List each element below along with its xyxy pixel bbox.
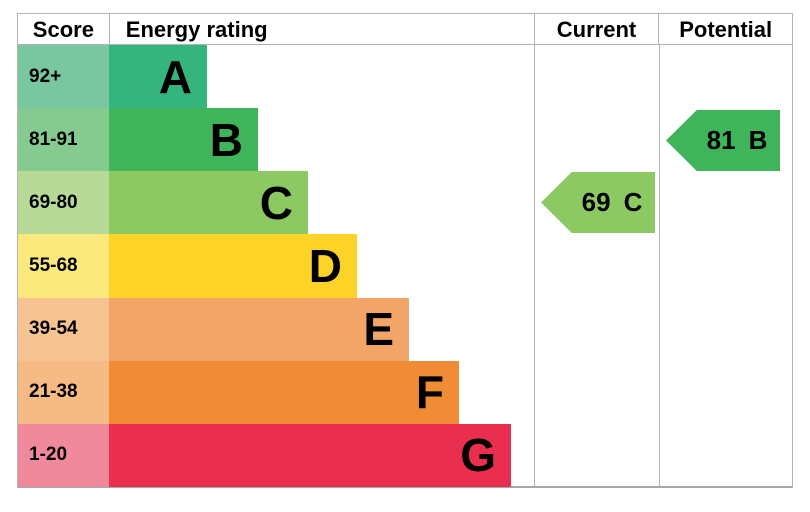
- band-row-d: 55-68 D: [18, 234, 792, 298]
- band-bar: C: [109, 171, 308, 235]
- header-energy-rating: Energy rating: [108, 14, 534, 44]
- band-score-range: 21-38: [18, 360, 109, 424]
- band-row-f: 21-38 F: [18, 360, 792, 424]
- band-score-range: 1-20: [18, 423, 109, 487]
- table-header: Score Energy rating Current Potential: [18, 14, 792, 45]
- potential-rating-arrow: 81 B: [666, 110, 780, 171]
- current-score-value: 69: [581, 187, 611, 217]
- potential-column-divider: [659, 45, 660, 486]
- band-rows: 92+ A 81-91 B 69-80 C 55-68 D 39-54 E 21…: [18, 45, 792, 487]
- header-score: Score: [32, 17, 94, 42]
- band-bar: B: [109, 108, 258, 172]
- band-score-range: 55-68: [18, 234, 109, 298]
- band-score-range: 92+: [18, 45, 109, 109]
- band-bar: E: [109, 297, 409, 361]
- band-row-e: 39-54 E: [18, 297, 792, 361]
- band-score-range: 69-80: [18, 171, 109, 235]
- header-current: Current: [533, 14, 659, 44]
- band-row-c: 69-80 C: [18, 171, 792, 235]
- band-bar: F: [109, 360, 459, 424]
- current-band-letter: C: [623, 187, 643, 217]
- band-bar: G: [109, 423, 511, 487]
- potential-score-value: 81: [706, 125, 736, 155]
- potential-band-letter: B: [748, 125, 768, 155]
- header-potential: Potential: [658, 14, 792, 44]
- current-rating-arrow: 69 C: [541, 172, 655, 233]
- current-column-divider: [534, 45, 535, 486]
- band-bar: D: [109, 234, 357, 298]
- epc-table: Score Energy rating Current Potential 92…: [17, 13, 793, 488]
- band-score-range: 81-91: [18, 108, 109, 172]
- band-row-b: 81-91 B: [18, 108, 792, 172]
- band-row-g: 1-20 G: [18, 423, 792, 487]
- band-score-range: 39-54: [18, 297, 109, 361]
- band-row-a: 92+ A: [18, 45, 792, 109]
- band-bar: A: [109, 45, 207, 109]
